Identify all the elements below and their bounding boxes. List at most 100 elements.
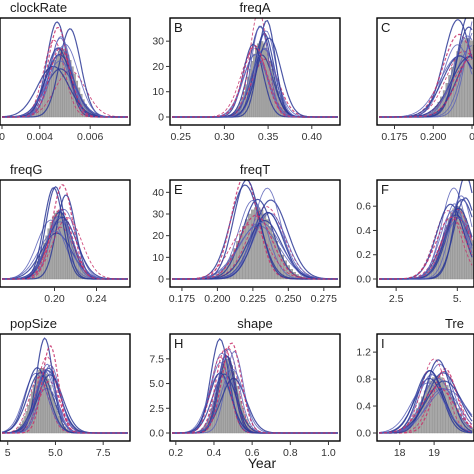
histogram-bar (223, 361, 226, 434)
x-tick-label: 0.006 (77, 131, 103, 143)
x-tick-label: 0.35 (258, 131, 279, 143)
y-tick-label: 0 (158, 112, 164, 124)
density-curve (172, 368, 338, 434)
panel-1: clockRate 0 0.004 0.006 (0, 0, 131, 143)
panel-7-plot-area (1, 337, 128, 434)
x-tick-label: 0.200 (420, 131, 446, 143)
panel-letter: C (381, 20, 390, 35)
panel-letter: E (174, 182, 183, 197)
density-curve (379, 359, 473, 434)
x-tick-label: 0.004 (27, 131, 53, 143)
x-tick-label: 18 (394, 447, 406, 459)
panel-8-plot-area (172, 337, 338, 434)
x-axis-title: Year (248, 455, 277, 471)
x-tick-label: 0.40 (302, 131, 323, 143)
x-tick-label: 0.275 (311, 293, 337, 305)
x-tick-label: 0.175 (169, 293, 195, 305)
density-curve (172, 44, 338, 118)
histogram-bar (271, 233, 276, 280)
histogram-bar (58, 210, 62, 280)
x-tick-label: 2.5 (389, 293, 404, 305)
x-tick-label: 0 (469, 131, 474, 143)
x-tick-label: 5. (453, 293, 462, 305)
density-curve (2, 47, 128, 118)
x-tick-label: 5.0 (48, 447, 63, 459)
y-tick-label: 7.5 (149, 353, 164, 365)
y-tick-label: 0.6 (356, 201, 371, 213)
x-tick-label: 1.0 (321, 447, 336, 459)
panel-9: I Tre 18 19 0.0 0.4 0.8 1.2 (356, 316, 474, 459)
x-tick-label: 19 (428, 447, 440, 459)
panel-title: Tre (445, 316, 464, 331)
x-tick-label: 0.200 (204, 293, 230, 305)
panel-letter: B (174, 20, 183, 35)
x-tick-label: 0.24 (86, 293, 107, 305)
panel-7: popSize 5 5.0 7.5 (0, 316, 131, 459)
y-tick-label: 2.5 (149, 403, 164, 415)
panel-letter: F (381, 182, 389, 197)
y-tick-label: 20 (152, 61, 164, 73)
panel-9-plot-area (378, 358, 474, 434)
x-tick-label: 0.250 (275, 293, 301, 305)
panel-frame (0, 17, 131, 126)
x-tick-label: 0.4 (207, 447, 222, 459)
density-curve (172, 224, 338, 280)
x-tick-label: 0.30 (214, 131, 235, 143)
panel-1-plot-area (2, 21, 129, 118)
panel-6-plot-area (379, 180, 474, 280)
panel-frame (169, 333, 341, 442)
panel-title: clockRate (10, 0, 67, 15)
x-tick-label: 0.6 (245, 447, 260, 459)
density-curve (379, 216, 473, 280)
panel-5-plot-area (172, 180, 339, 280)
panel-title: freqT (240, 162, 270, 177)
y-tick-label: 0 (158, 274, 164, 286)
panel-letter: H (174, 336, 183, 351)
x-tick-label: 0.20 (44, 293, 65, 305)
panel-3: C 0.175 0.200 0 (376, 17, 474, 143)
x-tick-label: 7.5 (96, 447, 111, 459)
x-tick-label: 0.2 (169, 447, 184, 459)
y-tick-label: 20 (152, 230, 164, 242)
y-tick-label: 30 (152, 209, 164, 221)
y-tick-label: 40 (152, 187, 164, 199)
histogram-bar (225, 358, 228, 434)
panel-title: freqG (10, 162, 43, 177)
y-tick-label: 0.0 (356, 274, 371, 286)
y-tick-label: 5.0 (149, 378, 164, 390)
panel-title: shape (237, 316, 272, 331)
y-tick-label: 0.0 (356, 428, 371, 440)
panel-frame (376, 179, 474, 288)
panel-6: F 2.5 5. 0.0 0.2 0.4 0.6 (356, 179, 474, 305)
x-tick-label: 5 (5, 447, 11, 459)
panel-frame (169, 179, 341, 288)
panel-frame (0, 179, 131, 288)
density-curve (2, 368, 128, 434)
histogram-bar (55, 54, 59, 118)
x-tick-label: 0.8 (283, 447, 298, 459)
density-curve (379, 386, 473, 434)
panel-4-plot-area (1, 184, 128, 280)
density-curve (379, 49, 473, 118)
panel-3-plot-area (379, 18, 474, 118)
density-curve (2, 345, 128, 434)
density-curve (172, 337, 338, 434)
density-curve (172, 342, 338, 434)
y-tick-label: 0.4 (356, 401, 371, 413)
panel-frame (0, 333, 131, 442)
y-tick-label: 1.2 (356, 347, 371, 359)
y-tick-label: 30 (152, 36, 164, 48)
panel-4: freqG 0.20 0.24 (0, 162, 131, 305)
panel-frame (376, 333, 474, 442)
y-tick-label: 10 (152, 252, 164, 264)
panel-2-plot-area (172, 18, 338, 118)
y-tick-label: 0.8 (356, 374, 371, 386)
panel-frame (376, 17, 474, 126)
x-tick-label: 0.175 (381, 131, 407, 143)
y-tick-label: 0.4 (356, 225, 371, 237)
density-curve (2, 184, 128, 280)
